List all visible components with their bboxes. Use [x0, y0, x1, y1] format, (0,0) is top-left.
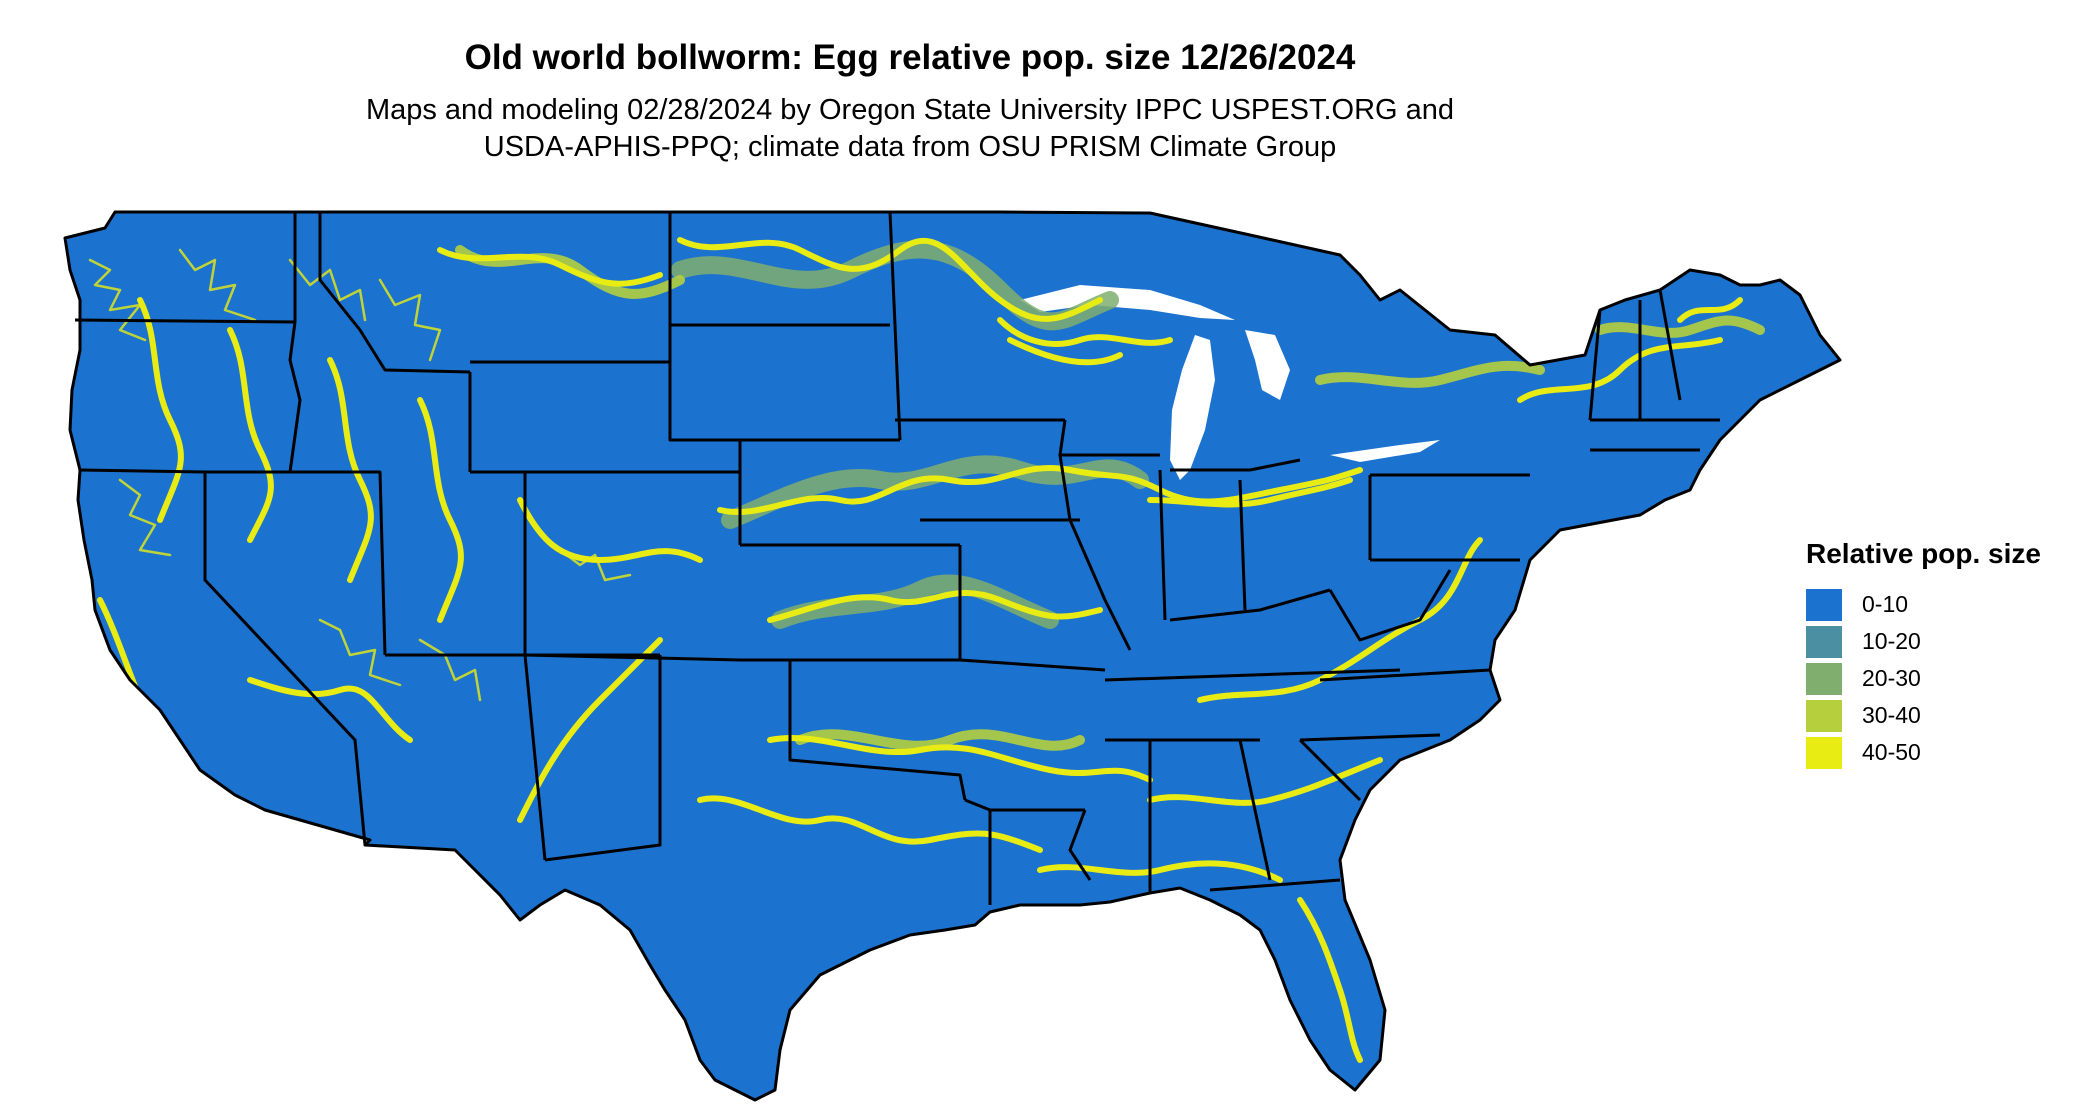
border-va-nc [1319, 668, 1491, 682]
band-nd [677, 237, 1103, 322]
border-ga-sc [1298, 738, 1362, 802]
lake-erie [1330, 440, 1440, 462]
legend-item: 10-20 [1806, 623, 2041, 660]
legend-swatch [1806, 736, 1842, 769]
west-speckle-7 [418, 638, 482, 702]
us-landmass [65, 212, 1840, 1100]
border-ky-oh [1169, 588, 1331, 622]
west-speckle-8 [558, 548, 632, 582]
border-or-ca [79, 468, 206, 474]
legend-label: 0-10 [1862, 591, 1909, 617]
border-in-oh [1238, 479, 1247, 611]
west-speckle-4 [378, 278, 442, 362]
band-mid-3 [795, 729, 1085, 751]
west-speckle-3 [288, 258, 367, 322]
band-mid-4 [1595, 315, 1765, 338]
band-west-2 [227, 327, 274, 543]
border-nc-sc [1299, 733, 1441, 742]
band-florida [1297, 897, 1363, 1063]
band-mid-2 [1315, 360, 1545, 388]
legend-swatch [1806, 699, 1842, 732]
border-nh-me [1658, 289, 1682, 401]
band-appalachian [1197, 537, 1483, 703]
border-nv-ut [205, 470, 387, 656]
border-ca-nv [203, 472, 367, 846]
border-ga-fl [1209, 878, 1341, 892]
band-west-1 [137, 297, 184, 523]
us-outline [63, 210, 1842, 1102]
band-west-4 [417, 397, 464, 623]
band-kansas [767, 589, 1103, 623]
border-mo-ar [959, 658, 1106, 672]
legend-item: 0-10 [1806, 586, 2041, 623]
west-speckle-6 [318, 618, 402, 687]
legend-label: 10-20 [1862, 628, 1921, 654]
lake-superior [1020, 285, 1235, 320]
legend-items: 0-10 10-20 20-30 30-40 40-50 [1806, 586, 2041, 771]
border-ok-tx [740, 658, 967, 801]
legend-title: Relative pop. size [1806, 538, 2041, 569]
legend-label: 30-40 [1862, 702, 1921, 728]
west-speckle-2 [178, 248, 257, 322]
band-west-3 [327, 357, 374, 583]
border-or-id [288, 321, 302, 473]
map-title: Old world bollworm: Egg relative pop. si… [464, 38, 1356, 77]
legend-swatch [1806, 662, 1842, 695]
band-ne-us [1517, 337, 1723, 403]
legend-label: 20-30 [1862, 665, 1921, 691]
band-co [517, 497, 703, 563]
border-wv [1328, 569, 1452, 642]
band-west-5 [247, 677, 413, 743]
border-ny-vt [1588, 309, 1602, 421]
legend-item: 30-40 [1806, 697, 2041, 734]
border-al-ga [1238, 739, 1272, 881]
legend: Relative pop. size 0-10 10-20 20-30 30-4… [1806, 538, 2041, 771]
subtitle-line-2: USDA-APHIS-PPQ; climate data from OSU PR… [483, 131, 1337, 163]
border-ky-tn [1104, 668, 1401, 682]
border-ar-tx [964, 798, 991, 812]
border-il-mo [1058, 454, 1132, 651]
west-speckle-1 [88, 258, 147, 342]
band-southeast [1147, 757, 1383, 806]
legend-swatch [1806, 625, 1842, 658]
band-nebraska [717, 464, 1363, 516]
west-speckle-5 [118, 478, 172, 557]
band-mid-1 [455, 245, 685, 299]
border-wa-or [74, 318, 296, 324]
band-wi [1007, 337, 1123, 366]
border-mi-oh [1249, 458, 1301, 472]
border-nm-tx [544, 655, 662, 862]
legend-label: 40-50 [1862, 739, 1921, 765]
border-nd-mn [888, 211, 897, 326]
legend-swatch [1806, 588, 1842, 621]
border-la-ms [1068, 809, 1092, 881]
border-az-nm [523, 654, 547, 861]
band-mt [437, 247, 663, 287]
lake-huron [1245, 330, 1290, 400]
legend-item: 20-30 [1806, 660, 2041, 697]
lake-michigan [1170, 335, 1215, 480]
border-sd-mn [893, 324, 902, 441]
border-id-mt [318, 212, 471, 374]
border-il-in [1158, 469, 1167, 621]
band-ohio [1147, 477, 1353, 508]
band-maine [1677, 297, 1743, 323]
band-gulf [1037, 860, 1283, 883]
band-oklahoma [767, 734, 1153, 783]
legend-item: 40-50 [1806, 734, 2041, 771]
subtitle-line-1: Maps and modeling 02/28/2024 by Oregon S… [365, 94, 1455, 126]
band-texas [697, 795, 1043, 853]
border-nm-co [524, 653, 741, 662]
band-mn [997, 317, 1173, 347]
